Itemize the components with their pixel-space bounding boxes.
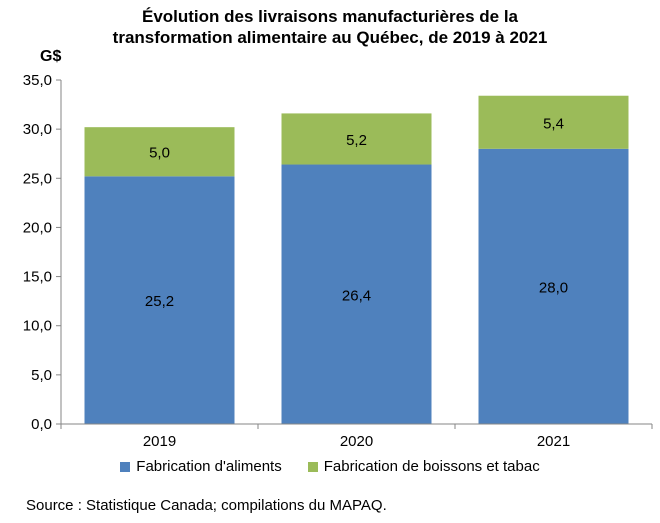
bar-2020-series-1 xyxy=(281,164,432,425)
y-tick-label: 25,0 xyxy=(23,170,52,187)
legend-label-beverage: Fabrication de boissons et tabac xyxy=(323,458,540,475)
legend-label-food: Fabrication d'aliments xyxy=(136,458,282,475)
y-tick-label: 10,0 xyxy=(23,318,52,335)
y-tick-label: 30,0 xyxy=(23,121,52,138)
bar-2019-series-2 xyxy=(84,127,235,177)
data-label-2019-series-2: 5,0 xyxy=(149,145,170,162)
data-label-2021-series-2: 5,4 xyxy=(543,115,564,132)
y-tick-label: 5,0 xyxy=(31,367,52,384)
y-axis-unit-label: G$ xyxy=(40,48,62,65)
data-label-2019-series-1: 25,2 xyxy=(145,293,174,310)
chart-title: Évolution des livraisons manufacturières… xyxy=(0,6,660,48)
bar-2021-series-1 xyxy=(478,148,629,425)
data-label-2021-series-1: 28,0 xyxy=(539,279,568,296)
data-label-2020-series-1: 26,4 xyxy=(342,287,371,304)
source-note: Source : Statistique Canada; compilation… xyxy=(26,497,387,514)
y-tick-label: 15,0 xyxy=(23,269,52,286)
data-label-2020-series-2: 5,2 xyxy=(346,132,367,149)
legend-swatch-food xyxy=(120,461,131,472)
legend-item-beverage: Fabrication de boissons et tabac xyxy=(307,458,540,475)
chart-legend: Fabrication d'aliments Fabrication de bo… xyxy=(0,458,660,475)
x-tick-label-2021: 2021 xyxy=(537,433,570,450)
y-tick-label: 20,0 xyxy=(23,219,52,236)
bar-2019-series-1 xyxy=(84,176,235,424)
legend-swatch-beverage xyxy=(307,461,318,472)
bar-2020-series-2 xyxy=(281,113,432,165)
x-tick-label-2019: 2019 xyxy=(143,433,176,450)
legend-item-food: Fabrication d'aliments xyxy=(120,458,282,475)
bar-2021-series-2 xyxy=(478,95,629,149)
x-tick-label-2020: 2020 xyxy=(340,433,373,450)
y-tick-label: 35,0 xyxy=(23,72,52,89)
chart-title-line-1: Évolution des livraisons manufacturières… xyxy=(141,7,518,26)
chart-title-line-2: transformation alimentaire au Québec, de… xyxy=(112,28,548,47)
y-tick-label: 0,0 xyxy=(31,416,52,433)
